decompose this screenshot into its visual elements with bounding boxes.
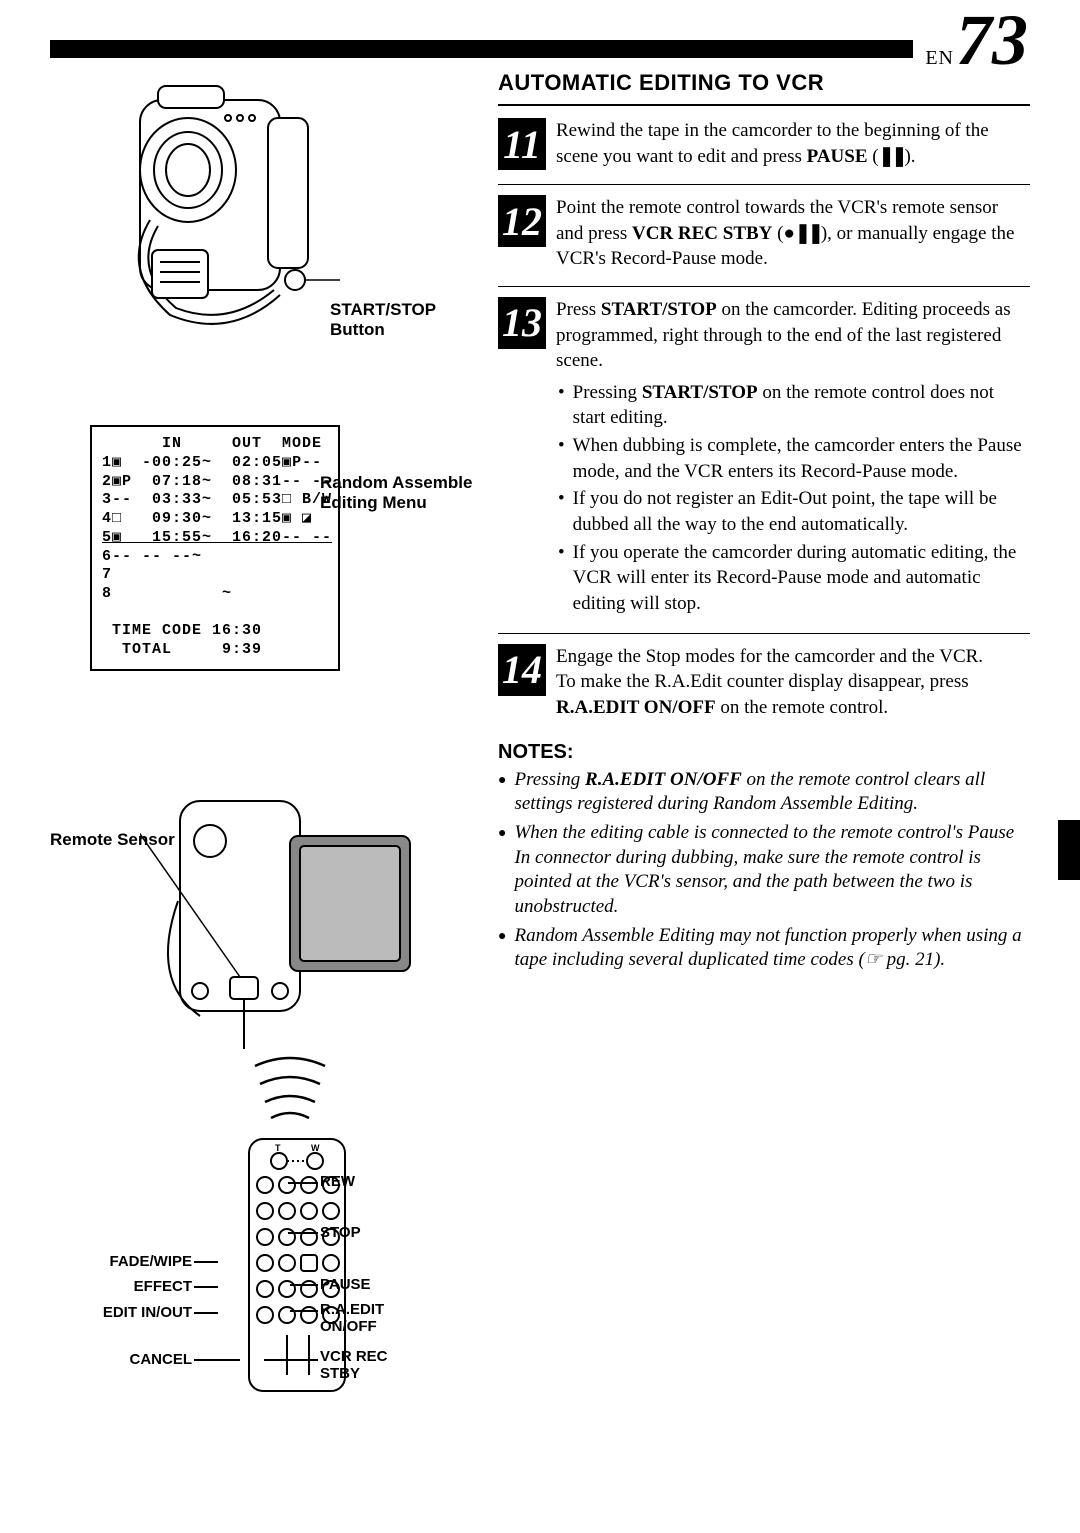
ir-waves-icon: [245, 1056, 335, 1126]
vcr-rec-stby-label: VCR REC STBY: [320, 1349, 388, 1382]
step-number: 13: [498, 297, 546, 349]
fade-wipe-label: FADE/WIPE: [82, 1253, 192, 1270]
page-number: EN 73: [913, 12, 1034, 70]
stop-label: STOP: [320, 1224, 361, 1241]
page-lang: EN: [925, 47, 954, 70]
lcd-row: 5▣ 15:55~ 16:20-- --: [102, 529, 328, 548]
bullet-item: Pressing START/STOP on the remote contro…: [556, 380, 1030, 431]
notes-heading: NOTES:: [498, 741, 1030, 764]
title-rule: [498, 104, 1030, 106]
page-num: 73: [956, 12, 1028, 70]
section-title: AUTOMATIC EDITING TO VCR: [498, 70, 1030, 96]
header-bar: EN 73: [50, 40, 1030, 58]
camcorder-top-illustration: [80, 70, 340, 350]
bullet-item: When dubbing is complete, the camcorder …: [556, 433, 1030, 484]
note-item: Pressing R.A.EDIT ON/OFF on the remote c…: [498, 768, 1030, 817]
step-number: 11: [498, 118, 546, 170]
step: 13Press START/STOP on the camcorder. Edi…: [498, 297, 1030, 634]
editing-menu-label: Random Assemble Editing Menu: [320, 473, 472, 514]
lcd-header: IN OUT MODE: [102, 435, 328, 454]
note-item: Random Assemble Editing may not function…: [498, 924, 1030, 973]
lcd-row: 8 ~: [102, 585, 328, 604]
step-body: Rewind the tape in the camcorder to the …: [556, 118, 1030, 170]
lcd-row: 3-- 03:33~ 05:53□ B/W: [102, 491, 328, 510]
notes-list: Pressing R.A.EDIT ON/OFF on the remote c…: [498, 768, 1030, 974]
editing-menu-display: IN OUT MODE 1▣ -00:25~ 02:05▣P-- 2▣P 07:…: [90, 425, 340, 671]
camcorder-bottom-illustration: [140, 781, 420, 1051]
pause-label: PAUSE: [320, 1276, 371, 1293]
bullet-item: If you operate the camcorder during auto…: [556, 540, 1030, 617]
svg-text:W: W: [311, 1143, 320, 1153]
left-column: START/STOP Button IN OUT MODE 1▣ -00:25~…: [50, 70, 470, 1400]
step-body: Point the remote control towards the VCR…: [556, 195, 1030, 272]
lcd-row: 6-- -- --~: [102, 548, 328, 567]
svg-text:T: T: [275, 1143, 281, 1153]
lcd-row: 7: [102, 566, 328, 585]
note-item: When the editing cable is connected to t…: [498, 821, 1030, 920]
rew-label: REW: [320, 1173, 355, 1190]
ra-edit-label: R.A.EDIT ON/OFF: [320, 1302, 384, 1335]
effect-label: EFFECT: [82, 1278, 192, 1295]
right-column: AUTOMATIC EDITING TO VCR 11Rewind the ta…: [498, 70, 1030, 1400]
step: 12Point the remote control towards the V…: [498, 195, 1030, 287]
step-body: Engage the Stop modes for the camcorder …: [556, 644, 1030, 721]
lcd-row: 1▣ -00:25~ 02:05▣P--: [102, 454, 328, 473]
step-number: 12: [498, 195, 546, 247]
edit-in-out-label: EDIT IN/OUT: [82, 1304, 192, 1321]
bullet-item: If you do not register an Edit-Out point…: [556, 486, 1030, 537]
side-tab: [1058, 820, 1080, 880]
step-number: 14: [498, 644, 546, 696]
lcd-row: 4□ 09:30~ 13:15▣ ◪: [102, 510, 328, 529]
cancel-label: CANCEL: [82, 1351, 192, 1368]
step: 11Rewind the tape in the camcorder to th…: [498, 118, 1030, 185]
lcd-row: 2▣P 07:18~ 08:31-- --: [102, 473, 328, 492]
step-body: Press START/STOP on the camcorder. Editi…: [556, 297, 1030, 619]
step-bullets: Pressing START/STOP on the remote contro…: [556, 380, 1030, 617]
step: 14Engage the Stop modes for the camcorde…: [498, 644, 1030, 735]
start-stop-label: START/STOP Button: [330, 300, 436, 341]
pause-icon: ❚❚: [879, 144, 905, 170]
rec-stby-icon: ●❚❚: [783, 221, 820, 247]
lcd-total: TOTAL 9:39: [102, 641, 328, 660]
lcd-timecode: TIME CODE 16:30: [102, 622, 328, 641]
